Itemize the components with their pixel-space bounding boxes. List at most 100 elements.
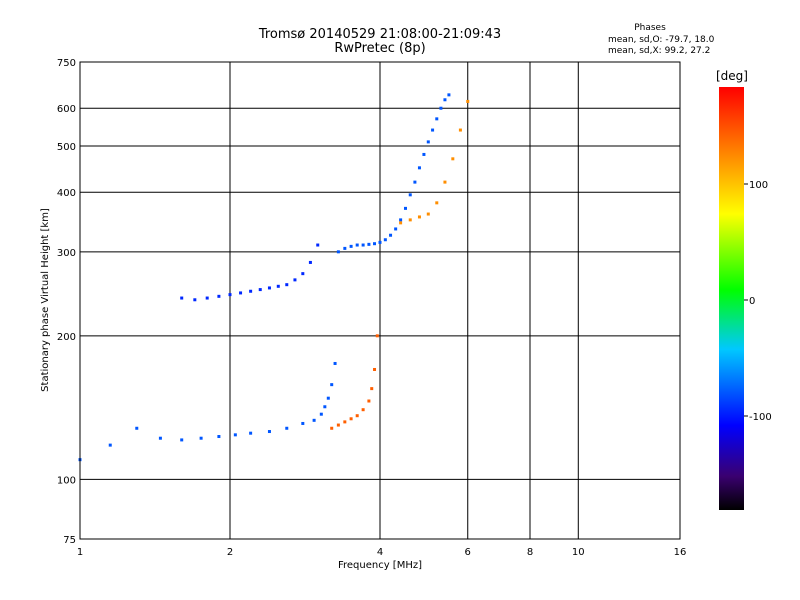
y-tick-label: 75 [63,535,76,546]
data-point-o [349,244,353,248]
data-point-x-f2 [426,212,430,216]
stats-title: Phases [634,23,666,33]
data-point-o [367,242,371,246]
data-point-o-f1 [249,289,253,293]
data-point-o [301,421,305,425]
data-point-x-f2 [458,128,462,132]
data-point-o [343,246,347,250]
colorbar-unit-label: [deg] [716,69,748,83]
data-point-o-f1 [316,243,320,247]
colorbar [719,87,744,510]
y-ticks: 75 100 200 300 400 500 600 750 [57,58,76,546]
stats-x: mean, sd,X: 99.2, 27.2 [608,46,710,56]
data-point-o [336,250,340,254]
data-point-o [403,206,407,210]
data-point-o-f1 [217,294,221,298]
y-tick-label: 300 [57,248,76,259]
data-point-o [435,117,439,121]
data-point-o-f1 [293,278,297,282]
data-point-o [135,426,139,430]
x-tick-label: 10 [572,547,585,558]
data-point-o-f1 [180,296,184,300]
data-point-o [217,435,221,439]
x-tick-label: 4 [377,547,383,558]
chart-title: Tromsø 20140529 21:08:00-21:09:43 [258,27,501,42]
colorbar-tick-label-0: 0 [749,296,755,307]
colorbar-tick-label-minus100: -100 [749,412,772,423]
data-point-o [326,396,330,400]
y-tick-label: 500 [57,142,76,153]
data-point-x [375,334,379,338]
data-point-o [199,436,203,440]
x-ticks: 1 2 4 6 8 10 16 [77,547,687,558]
data-point-o-f1 [267,286,271,290]
data-point-x [370,387,374,391]
data-point-o-f1 [285,283,289,287]
data-point-x-f2 [466,99,470,103]
data-point-x-f2 [399,221,403,225]
data-point-o-f1 [301,272,305,276]
data-point-o [180,438,184,442]
data-point-o [333,361,337,365]
data-point-o [422,152,426,156]
data-point-o-f1 [308,260,312,264]
x-axis-label: Frequency [MHz] [338,560,422,571]
data-point-o [417,166,421,170]
data-point-o-f1 [228,293,232,297]
data-point-o [399,218,403,222]
data-point-o [447,93,451,97]
data-point-o [312,418,316,422]
data-point-x [330,426,334,430]
data-points [78,93,470,462]
grid [80,62,680,539]
data-point-o [383,238,387,242]
chart-subtitle: RwPretec (8p) [334,41,425,56]
data-point-x-f2 [408,218,412,222]
data-point-x [367,399,371,403]
data-point-o [408,193,412,197]
data-point-x-f2 [417,215,421,219]
data-point-o [413,180,417,184]
data-point-x-f2 [435,201,439,205]
data-point-o [267,430,271,434]
data-point-x-f2 [451,157,455,161]
data-point-o [355,243,359,247]
data-point-x [373,367,377,371]
data-point-o [426,140,430,144]
data-point-o [361,243,365,247]
data-point-x [336,423,340,427]
y-axis-label: Stationary phase Virtual Height [km] [40,208,51,392]
data-point-o [443,98,447,102]
x-tick-label: 2 [227,547,233,558]
data-point-o [319,412,323,416]
y-tick-label: 600 [57,104,76,115]
data-point-o-f1 [205,296,209,300]
y-tick-label: 400 [57,188,76,199]
x-tick-label: 1 [77,547,83,558]
data-point-o [389,233,393,237]
data-point-o [323,405,327,409]
data-point-o [233,433,237,437]
data-point-x [361,408,365,412]
data-point-x [349,417,353,421]
stats-o: mean, sd,O: -79.7, 18.0 [608,35,715,45]
data-point-o-f1 [193,298,197,302]
x-tick-label: 16 [674,547,687,558]
data-point-o [378,240,382,244]
x-tick-label: 6 [465,547,471,558]
plot-frame [79,61,681,540]
y-tick-label: 100 [57,475,76,486]
colorbar-tick-label-100: 100 [749,180,768,191]
data-point-o [108,443,112,447]
y-tick-label: 200 [57,332,76,343]
data-point-o-f1 [239,291,243,295]
data-point-o [394,227,398,231]
data-point-o-f1 [258,288,262,292]
data-point-x-f2 [443,180,447,184]
data-point-x [343,420,347,424]
data-point-o [431,128,435,132]
data-point-o [330,383,334,387]
x-tick-label: 8 [527,547,533,558]
data-point-o [158,436,162,440]
